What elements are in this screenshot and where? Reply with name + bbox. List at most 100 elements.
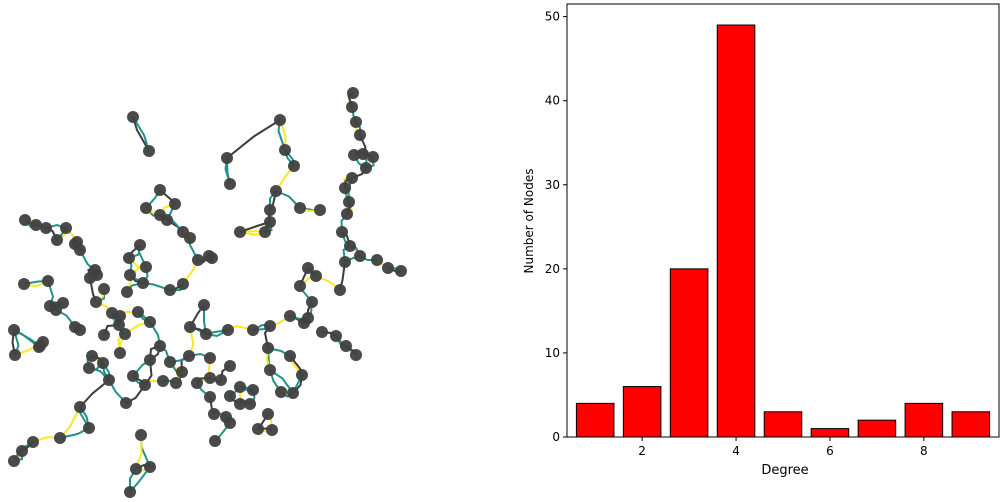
network-node	[247, 324, 259, 336]
network-node	[9, 349, 21, 361]
network-node	[86, 350, 98, 362]
network-node	[106, 307, 118, 319]
network-node	[294, 280, 306, 292]
network-node	[224, 178, 236, 190]
network-node	[134, 239, 146, 251]
y-tick-label: 20	[545, 262, 560, 276]
network-node	[234, 398, 246, 410]
network-node	[154, 184, 166, 196]
network-node	[114, 347, 126, 359]
network-node	[316, 326, 328, 338]
network-node	[124, 486, 136, 498]
network-node	[341, 208, 353, 220]
network-node	[200, 328, 212, 340]
network-node	[294, 202, 306, 214]
network-node	[208, 408, 220, 420]
network-node	[310, 270, 322, 282]
network-node	[60, 222, 72, 234]
network-node	[302, 262, 314, 274]
x-tick-label: 6	[826, 444, 834, 458]
network-node	[90, 296, 102, 308]
network-node	[262, 408, 274, 420]
network-node	[83, 362, 95, 374]
bar-degree-8	[904, 402, 944, 438]
network-node	[354, 129, 366, 141]
network-node	[30, 219, 42, 231]
network-node	[40, 222, 52, 234]
network-node	[198, 299, 210, 311]
network-node	[234, 381, 246, 393]
network-node	[154, 340, 166, 352]
network-node	[83, 422, 95, 434]
y-tick-label: 40	[545, 94, 560, 108]
bars-group	[575, 24, 991, 438]
network-node	[371, 254, 383, 266]
network-node	[340, 340, 352, 352]
network-node	[74, 324, 86, 336]
network-node	[183, 350, 195, 362]
network-node	[252, 423, 264, 435]
network-node	[334, 284, 346, 296]
network-node	[347, 87, 359, 99]
network-node	[8, 455, 20, 467]
network-node	[42, 275, 54, 287]
network-node	[270, 185, 282, 197]
network-node	[97, 357, 109, 369]
network-node	[339, 256, 351, 268]
network-node	[298, 317, 310, 329]
bar-degree-6	[810, 428, 850, 438]
network-node	[169, 198, 181, 210]
y-axis-label: Number of Nodes	[522, 169, 536, 274]
network-node	[209, 435, 221, 447]
network-node	[8, 324, 20, 336]
network-node	[120, 397, 132, 409]
network-node	[350, 349, 362, 361]
network-graph-panel	[8, 87, 407, 498]
network-node	[144, 461, 156, 473]
network-node	[330, 330, 342, 342]
network-node	[139, 379, 151, 391]
bar-degree-4	[716, 24, 756, 438]
network-node	[346, 101, 358, 113]
network-node	[54, 432, 66, 444]
network-node	[348, 149, 360, 161]
network-node	[215, 374, 227, 386]
network-node	[84, 272, 96, 284]
x-tick-label: 8	[920, 444, 928, 458]
bar-degree-2	[622, 386, 662, 438]
network-node	[74, 244, 86, 256]
network-node	[264, 364, 276, 376]
network-node	[262, 342, 274, 354]
network-node	[287, 387, 299, 399]
network-node	[144, 354, 156, 366]
network-node	[259, 226, 271, 238]
network-edge	[79, 379, 110, 408]
network-node	[16, 445, 28, 457]
network-node	[127, 111, 139, 123]
bar-degree-1	[575, 402, 615, 438]
network-node	[247, 384, 259, 396]
network-node	[336, 226, 348, 238]
network-node	[130, 463, 142, 475]
bar-degree-3	[669, 268, 709, 438]
network-node	[121, 286, 133, 298]
network-node	[135, 429, 147, 441]
network-node	[157, 375, 169, 387]
bar-degree-5	[763, 411, 803, 438]
y-axis-ticks: 0 10 20 30 40 50	[545, 10, 567, 444]
network-node	[103, 374, 115, 386]
network-node	[354, 250, 366, 262]
network-node	[339, 182, 351, 194]
network-node	[221, 152, 233, 164]
network-node	[264, 204, 276, 216]
network-node	[192, 254, 204, 266]
network-node	[264, 216, 276, 228]
network-node	[296, 369, 308, 381]
network-node	[127, 370, 139, 382]
x-axis-ticks: 2 4 6 8	[638, 437, 928, 458]
network-node	[224, 390, 236, 402]
network-nodes	[8, 87, 407, 498]
network-node	[191, 377, 203, 389]
network-node	[234, 226, 246, 238]
network-node	[124, 269, 136, 281]
